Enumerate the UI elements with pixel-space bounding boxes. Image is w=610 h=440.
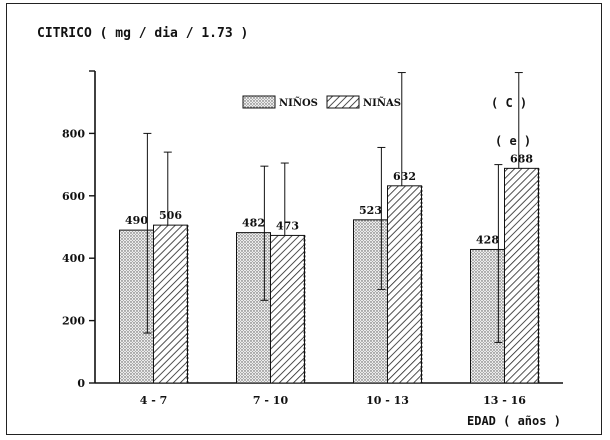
- y-tick-label: 600: [62, 190, 85, 203]
- category-label: 10 - 13: [366, 394, 409, 407]
- y-tick-label: 200: [62, 315, 85, 328]
- category-label: 7 - 10: [253, 394, 289, 407]
- legend: NIÑOS NIÑAS: [242, 95, 401, 109]
- category-labels: 4 - 7 7 - 10 10 - 13 13 - 16: [140, 394, 527, 407]
- value-label: 523: [359, 204, 382, 217]
- value-label: 506: [159, 209, 182, 222]
- annotation-e: ( e ): [495, 134, 531, 148]
- chart-frame: CITRICO ( mg / dia / 1.73 ) NIÑOS NIÑAS …: [6, 3, 602, 435]
- value-label: 428: [476, 233, 499, 246]
- value-label: 632: [393, 170, 416, 183]
- x-axis-label: EDAD ( años ): [467, 414, 561, 428]
- category-label: 4 - 7: [140, 394, 168, 407]
- y-tick-label: 400: [62, 252, 85, 265]
- legend-label-ninos: NIÑOS: [279, 97, 318, 109]
- bars: [119, 167, 540, 384]
- value-label: 688: [510, 152, 533, 165]
- bar-ninas: [270, 234, 305, 384]
- bar-ninas: [504, 167, 539, 384]
- value-label: 473: [276, 219, 299, 232]
- bar-ninos: [353, 219, 388, 384]
- bar-chart: CITRICO ( mg / dia / 1.73 ) NIÑOS NIÑAS …: [37, 26, 563, 428]
- bar-ninas: [387, 185, 422, 384]
- bar-ninos: [236, 232, 271, 384]
- chart-title: CITRICO ( mg / dia / 1.73 ): [37, 26, 248, 41]
- y-tick-label: 800: [62, 127, 85, 140]
- y-tick-label: 0: [77, 377, 85, 390]
- bar-ninos: [119, 229, 154, 384]
- error-bars: [143, 72, 523, 343]
- annotation-c: ( C ): [491, 96, 527, 110]
- value-label: 490: [125, 214, 148, 227]
- bar-ninas: [153, 224, 188, 384]
- legend-swatch-ninas: [326, 95, 360, 109]
- legend-swatch-ninos: [242, 95, 276, 109]
- category-label: 13 - 16: [483, 394, 526, 407]
- bar-ninos: [470, 248, 505, 384]
- value-label: 482: [242, 217, 265, 230]
- value-labels: 490 506 482 473 523 632 428 688: [125, 152, 533, 246]
- legend-label-ninas: NIÑAS: [363, 97, 401, 109]
